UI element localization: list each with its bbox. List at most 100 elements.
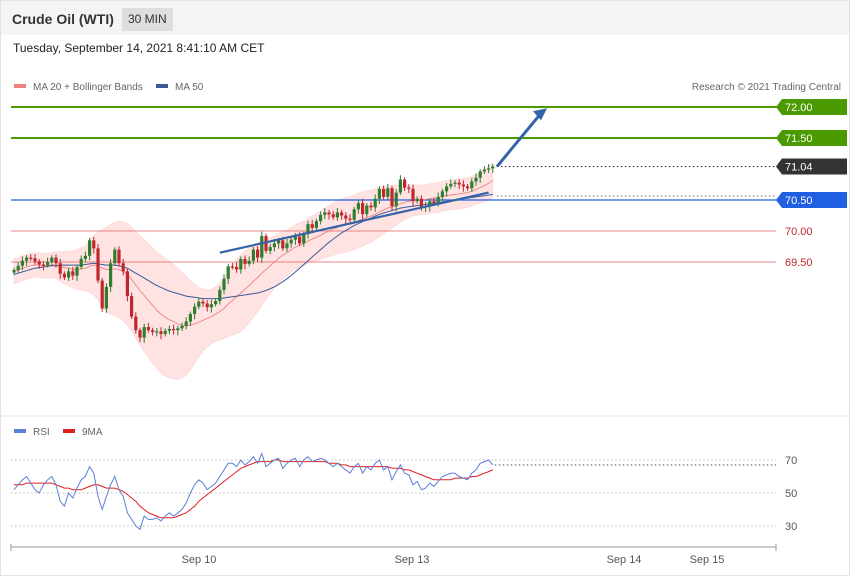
candle: [415, 196, 419, 204]
candle: [411, 184, 415, 207]
forecast-arrow-shaft: [495, 112, 543, 168]
x-axis-label: Sep 13: [395, 554, 430, 566]
candle: [449, 179, 453, 189]
candle: [340, 209, 344, 220]
candle-body: [113, 249, 117, 264]
candle: [470, 177, 474, 192]
candle: [176, 325, 180, 336]
rsi-tick-50: 50: [785, 488, 797, 500]
candle-body: [235, 266, 239, 270]
candle-body: [71, 271, 75, 276]
candle-body: [335, 212, 339, 218]
candle: [453, 180, 457, 188]
timeframe-badge[interactable]: 30 MIN: [122, 8, 173, 31]
candle: [100, 278, 104, 312]
candle: [209, 299, 213, 313]
candle-body: [411, 188, 415, 202]
level-label-target-2: 72.00: [785, 102, 813, 114]
candle-body: [193, 306, 197, 315]
x-axis-label: Sep 10: [182, 554, 217, 566]
candle: [218, 286, 222, 305]
candle-body: [340, 212, 344, 216]
candle: [25, 255, 29, 267]
rsi-tick-70: 70: [785, 455, 797, 467]
candle-body: [125, 271, 129, 297]
candle-body: [272, 243, 276, 248]
candle-body: [75, 266, 79, 276]
candle: [394, 189, 398, 212]
price-levels: [11, 106, 780, 263]
forecast-arrow-head: [533, 108, 547, 121]
candle: [327, 209, 331, 220]
candle-body: [176, 328, 180, 331]
candle: [403, 177, 407, 192]
candle: [197, 297, 201, 310]
candle: [306, 220, 310, 239]
candle-body: [327, 212, 331, 215]
candle: [67, 267, 71, 281]
candle-body: [172, 328, 176, 331]
candle-body: [449, 183, 453, 187]
candle-body: [83, 255, 87, 259]
candle: [46, 257, 50, 268]
candle: [41, 261, 45, 271]
candle: [125, 268, 129, 302]
candle: [222, 274, 226, 295]
candle: [138, 327, 142, 342]
candle: [331, 210, 335, 220]
candle-body: [41, 264, 45, 266]
candle-body: [461, 184, 465, 187]
ma9-legend-swatch: [63, 429, 75, 433]
candle-body: [487, 168, 491, 170]
candle-body: [436, 196, 440, 204]
candle-body: [403, 179, 407, 188]
rsi-legend-swatch: [14, 429, 26, 433]
candle: [482, 166, 486, 174]
candle-body: [482, 169, 486, 172]
candle-body: [394, 192, 398, 207]
level-label-target-1: 71.50: [785, 133, 813, 145]
candle-body: [382, 188, 386, 197]
candle: [365, 203, 369, 217]
candle-body: [197, 301, 201, 307]
candle-body: [478, 171, 482, 178]
candle: [20, 256, 24, 271]
candle: [50, 255, 54, 266]
level-flag-target-2: [776, 99, 847, 115]
candle: [201, 299, 205, 307]
candle-body: [109, 263, 113, 287]
candle-body: [331, 214, 335, 218]
candle-body: [428, 201, 432, 207]
candle: [352, 206, 356, 224]
candle-body: [88, 240, 92, 256]
candle-body: [474, 177, 478, 182]
candle: [151, 327, 155, 336]
candle-body: [155, 331, 159, 333]
candle-body: [121, 263, 125, 272]
candle-body: [306, 224, 310, 235]
candle: [134, 312, 138, 334]
candle: [398, 175, 402, 196]
candle-body: [390, 188, 394, 207]
candle-body: [348, 218, 352, 220]
candle-body: [96, 248, 100, 281]
candle: [407, 184, 411, 194]
candle-body: [37, 261, 41, 265]
candle: [478, 169, 482, 183]
candle-body: [226, 266, 230, 279]
candle: [268, 243, 272, 255]
candle-body: [159, 331, 163, 334]
candle-body: [440, 191, 444, 197]
candle-body: [302, 234, 306, 244]
candle-body: [100, 280, 104, 309]
candle-body: [344, 215, 348, 219]
candle: [319, 211, 323, 225]
candle: [117, 246, 121, 267]
candle-body: [293, 236, 297, 240]
trend-annotations: [219, 108, 547, 254]
candle: [33, 253, 37, 265]
candle-body: [142, 327, 146, 338]
candle-body: [16, 265, 20, 271]
candle: [226, 263, 230, 285]
candle-body: [167, 328, 171, 331]
